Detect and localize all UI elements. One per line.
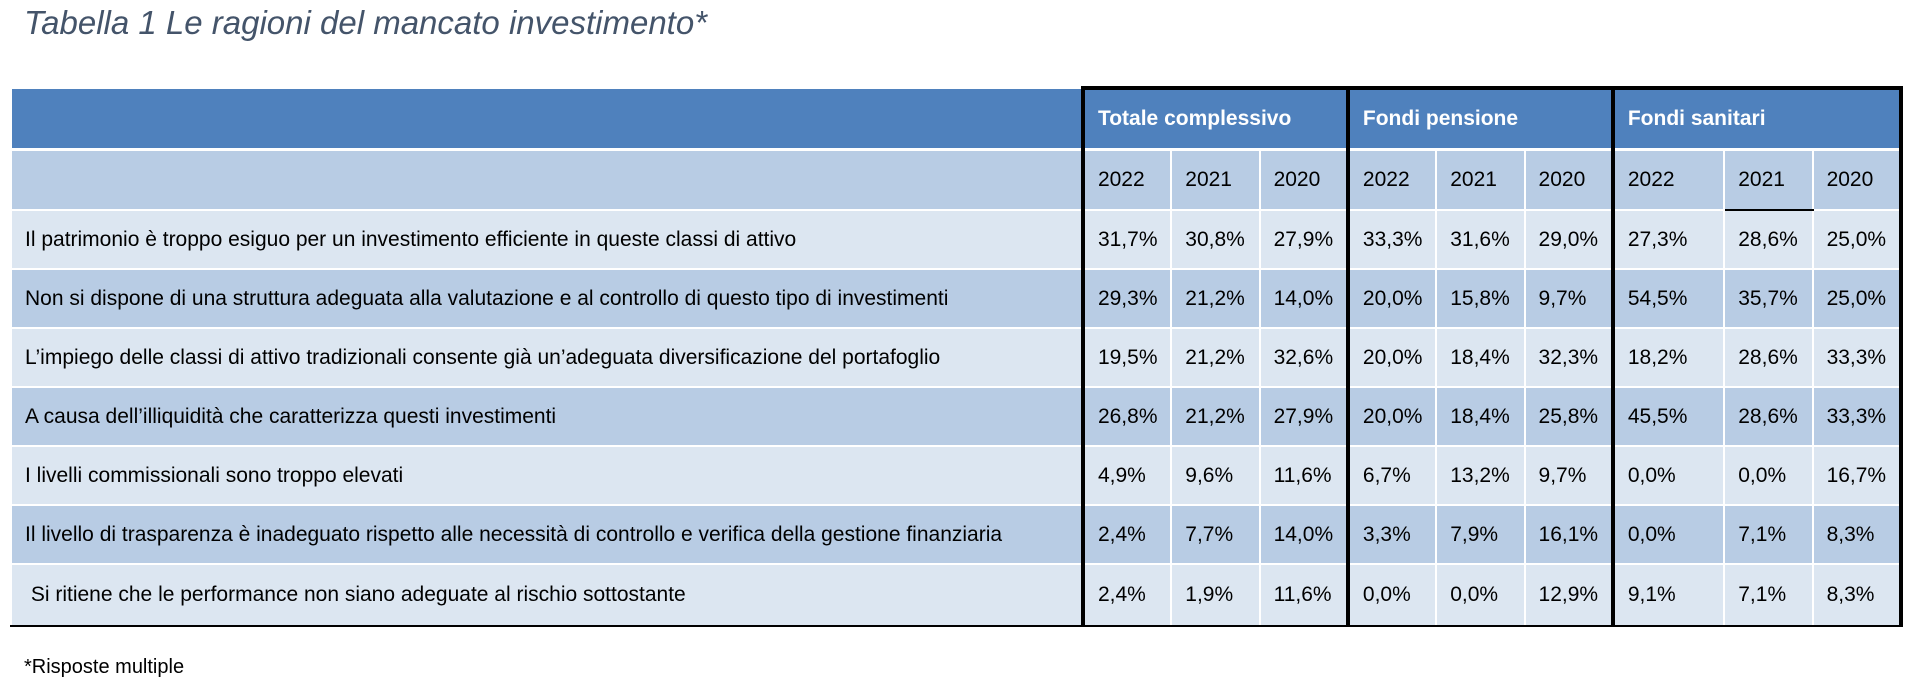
value-cell: 9,6% [1170,445,1261,506]
value-cell: 21,2% [1170,386,1261,447]
value-cell: 33,3% [1811,386,1904,447]
row-label: Si ritiene che le performance non siano … [10,563,1084,627]
row-label: Il livello di trasparenza è inadeguato r… [10,504,1084,565]
value-cell: 11,6% [1258,445,1349,506]
year-header-cell: 2022 [1610,148,1726,211]
footnote: *Risposte multiple [24,656,185,678]
value-cell: 27,3% [1610,209,1726,270]
value-cell: 4,9% [1080,445,1173,506]
value-cell: 7,7% [1170,504,1261,565]
value-cell: 0,0% [1610,504,1726,565]
value-cell: 1,9% [1170,563,1261,627]
value-cell: 31,6% [1435,209,1526,270]
row-label: Non si dispone di una struttura adeguata… [10,268,1084,329]
value-cell: 27,9% [1258,209,1349,270]
value-cell: 18,4% [1435,386,1526,447]
group-header-fondi-sanitari: Fondi sanitari [1610,86,1904,151]
value-cell: 18,4% [1435,327,1526,388]
value-cell: 2,4% [1080,504,1173,565]
value-cell: 8,3% [1811,504,1904,565]
value-cell: 0,0% [1345,563,1438,627]
value-cell: 13,2% [1435,445,1526,506]
value-cell: 18,2% [1610,327,1726,388]
table-row: I livelli commissionali sono troppo elev… [10,445,1904,506]
value-cell: 7,1% [1723,563,1814,627]
value-cell: 16,7% [1811,445,1904,506]
value-cell: 19,5% [1080,327,1173,388]
row-label: I livelli commissionali sono troppo elev… [10,445,1084,506]
value-cell: 45,5% [1610,386,1726,447]
value-cell: 0,0% [1723,445,1814,506]
value-cell: 2,4% [1080,563,1173,627]
value-cell: 30,8% [1170,209,1261,270]
value-cell: 11,6% [1258,563,1349,627]
row-label: L’impiego delle classi di attivo tradizi… [10,327,1084,388]
value-cell: 12,9% [1523,563,1614,627]
year-header-row: 2022 2021 2020 2022 2021 2020 2022 2021 … [10,148,1904,211]
table-row: Si ritiene che le performance non siano … [10,563,1904,627]
year-header-cell: 2020 [1811,148,1904,211]
year-header-cell: 2021 [1435,148,1526,211]
value-cell: 3,3% [1345,504,1438,565]
investment-reasons-table: Totale complessivo Fondi pensione Fondi … [10,86,1904,627]
value-cell: 15,8% [1435,268,1526,329]
value-cell: 20,0% [1345,268,1438,329]
value-cell: 0,0% [1610,445,1726,506]
year-header-blank [10,148,1084,211]
value-cell: 54,5% [1610,268,1726,329]
year-header-cell: 2020 [1258,148,1349,211]
corner-header-cell [10,87,1084,151]
value-cell: 25,0% [1811,209,1904,270]
table-row: Il livello di trasparenza è inadeguato r… [10,504,1904,565]
year-header-cell: 2020 [1523,148,1614,211]
value-cell: 21,2% [1170,327,1261,388]
year-header-cell: 2021 [1170,148,1261,211]
row-label: A causa dell’illiquidità che caratterizz… [10,386,1084,447]
value-cell: 9,7% [1523,268,1614,329]
value-cell: 25,0% [1811,268,1904,329]
value-cell: 14,0% [1258,504,1349,565]
value-cell: 32,6% [1258,327,1349,388]
group-header-totale: Totale complessivo [1080,86,1349,151]
value-cell: 33,3% [1811,327,1904,388]
table-row: Il patrimonio è troppo esiguo per un inv… [10,209,1904,270]
row-label: Il patrimonio è troppo esiguo per un inv… [10,209,1084,270]
value-cell: 20,0% [1345,327,1438,388]
value-cell: 9,1% [1610,563,1726,627]
value-cell: 20,0% [1345,386,1438,447]
value-cell: 6,7% [1345,445,1438,506]
value-cell: 0,0% [1435,563,1526,627]
value-cell: 26,8% [1080,386,1173,447]
value-cell: 32,3% [1523,327,1614,388]
value-cell: 16,1% [1523,504,1614,565]
year-header-cell: 2022 [1080,148,1173,211]
value-cell: 7,1% [1723,504,1814,565]
table-caption: Tabella 1 Le ragioni del mancato investi… [24,4,708,41]
value-cell: 14,0% [1258,268,1349,329]
table-row: Non si dispone di una struttura adeguata… [10,268,1904,329]
value-cell: 35,7% [1723,268,1814,329]
value-cell: 31,7% [1080,209,1173,270]
value-cell: 28,6% [1723,209,1814,270]
value-cell: 8,3% [1811,563,1904,627]
year-header-cell: 2021 [1723,148,1814,211]
value-cell: 21,2% [1170,268,1261,329]
year-header-cell: 2022 [1345,148,1438,211]
value-cell: 28,6% [1723,327,1814,388]
value-cell: 9,7% [1523,445,1614,506]
value-cell: 25,8% [1523,386,1614,447]
value-cell: 28,6% [1723,386,1814,447]
value-cell: 33,3% [1345,209,1438,270]
value-cell: 29,3% [1080,268,1173,329]
group-header-fondi-pensione: Fondi pensione [1345,86,1614,151]
table-row: L’impiego delle classi di attivo tradizi… [10,327,1904,388]
value-cell: 29,0% [1523,209,1614,270]
value-cell: 27,9% [1258,386,1349,447]
group-header-row: Totale complessivo Fondi pensione Fondi … [10,86,1904,151]
value-cell: 7,9% [1435,504,1526,565]
table-row: A causa dell’illiquidità che caratterizz… [10,386,1904,447]
